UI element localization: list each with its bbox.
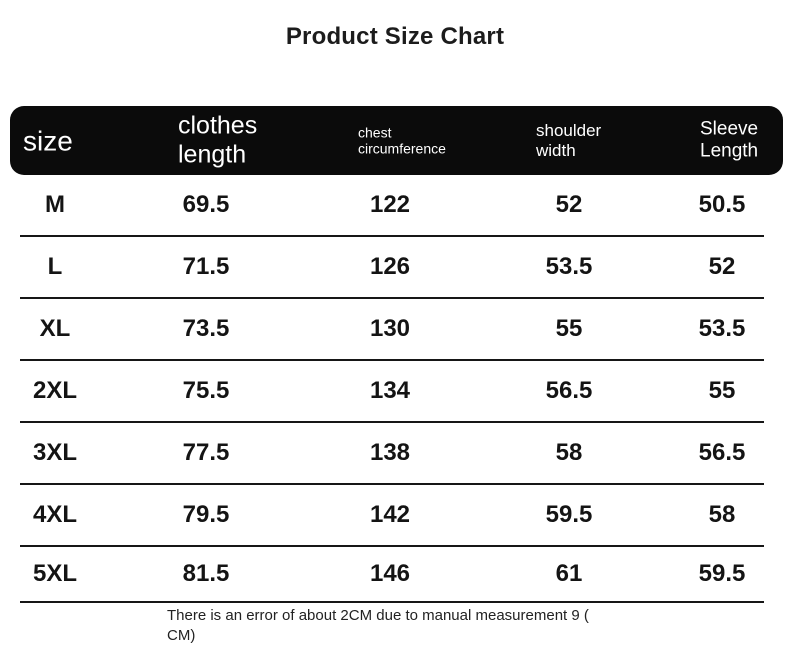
cell-size: M xyxy=(45,191,65,218)
cell-clothes-length: 75.5 xyxy=(182,377,230,404)
cell-shoulder: 56.5 xyxy=(545,377,593,404)
cell-clothes-length: 69.5 xyxy=(182,191,230,218)
col-header-clothes-length: clothes length xyxy=(178,111,258,169)
table-row-m: M 69.5 122 52 50.5 xyxy=(20,175,764,237)
cell-shoulder: 59.5 xyxy=(545,501,593,528)
cell-chest: 126 xyxy=(369,253,411,280)
table-row-l: L 71.5 126 53.5 52 xyxy=(20,237,764,299)
cell-size: L xyxy=(47,253,63,280)
cell-sleeve: 50.5 xyxy=(698,191,746,218)
col-header-size: size xyxy=(23,124,73,156)
cell-clothes-length: 71.5 xyxy=(182,253,230,280)
cell-clothes-length: 73.5 xyxy=(182,315,230,342)
cell-clothes-length: 79.5 xyxy=(182,501,230,528)
size-table: M 69.5 122 52 50.5 L 71.5 126 53.5 52 XL… xyxy=(20,175,764,603)
col-header-chest-circumference: chest circumference xyxy=(358,123,446,157)
table-header: size clothes length chest circumference … xyxy=(10,106,783,175)
cell-size: 2XL xyxy=(32,377,77,404)
cell-chest: 138 xyxy=(369,439,411,466)
cell-clothes-length: 77.5 xyxy=(182,439,230,466)
note-line-2: CM) xyxy=(167,627,196,645)
cell-shoulder: 61 xyxy=(555,560,583,587)
page-title: Product Size Chart xyxy=(285,23,505,50)
cell-size: XL xyxy=(39,315,71,342)
table-row-4xl: 4XL 79.5 142 59.5 58 xyxy=(20,485,764,547)
cell-chest: 122 xyxy=(369,191,411,218)
cell-sleeve: 58 xyxy=(708,501,736,528)
cell-size: 3XL xyxy=(32,439,77,466)
cell-chest: 130 xyxy=(369,315,411,342)
col-header-shoulder-width: shoulder width xyxy=(536,120,602,160)
cell-size: 5XL xyxy=(32,560,77,587)
cell-chest: 146 xyxy=(369,560,411,587)
cell-sleeve: 55 xyxy=(708,377,736,404)
col-header-sleeve-length: Sleeve Length xyxy=(700,118,759,162)
cell-chest: 134 xyxy=(369,377,411,404)
cell-chest: 142 xyxy=(369,501,411,528)
cell-shoulder: 53.5 xyxy=(545,253,593,280)
cell-shoulder: 52 xyxy=(555,191,583,218)
cell-sleeve: 56.5 xyxy=(698,439,746,466)
measurement-note: There is an error of about 2CM due to ma… xyxy=(167,606,589,646)
table-row-xl: XL 73.5 130 55 53.5 xyxy=(20,299,764,361)
table-row-5xl: 5XL 81.5 146 61 59.5 xyxy=(20,547,764,603)
cell-sleeve: 52 xyxy=(708,253,736,280)
table-row-3xl: 3XL 77.5 138 58 56.5 xyxy=(20,423,764,485)
cell-size: 4XL xyxy=(32,501,77,528)
cell-sleeve: 59.5 xyxy=(698,560,746,587)
cell-shoulder: 55 xyxy=(555,315,583,342)
note-line-1: There is an error of about 2CM due to ma… xyxy=(167,607,589,624)
cell-clothes-length: 81.5 xyxy=(182,560,230,587)
table-row-2xl: 2XL 75.5 134 56.5 55 xyxy=(20,361,764,423)
cell-sleeve: 53.5 xyxy=(698,315,746,342)
cell-shoulder: 58 xyxy=(555,439,583,466)
